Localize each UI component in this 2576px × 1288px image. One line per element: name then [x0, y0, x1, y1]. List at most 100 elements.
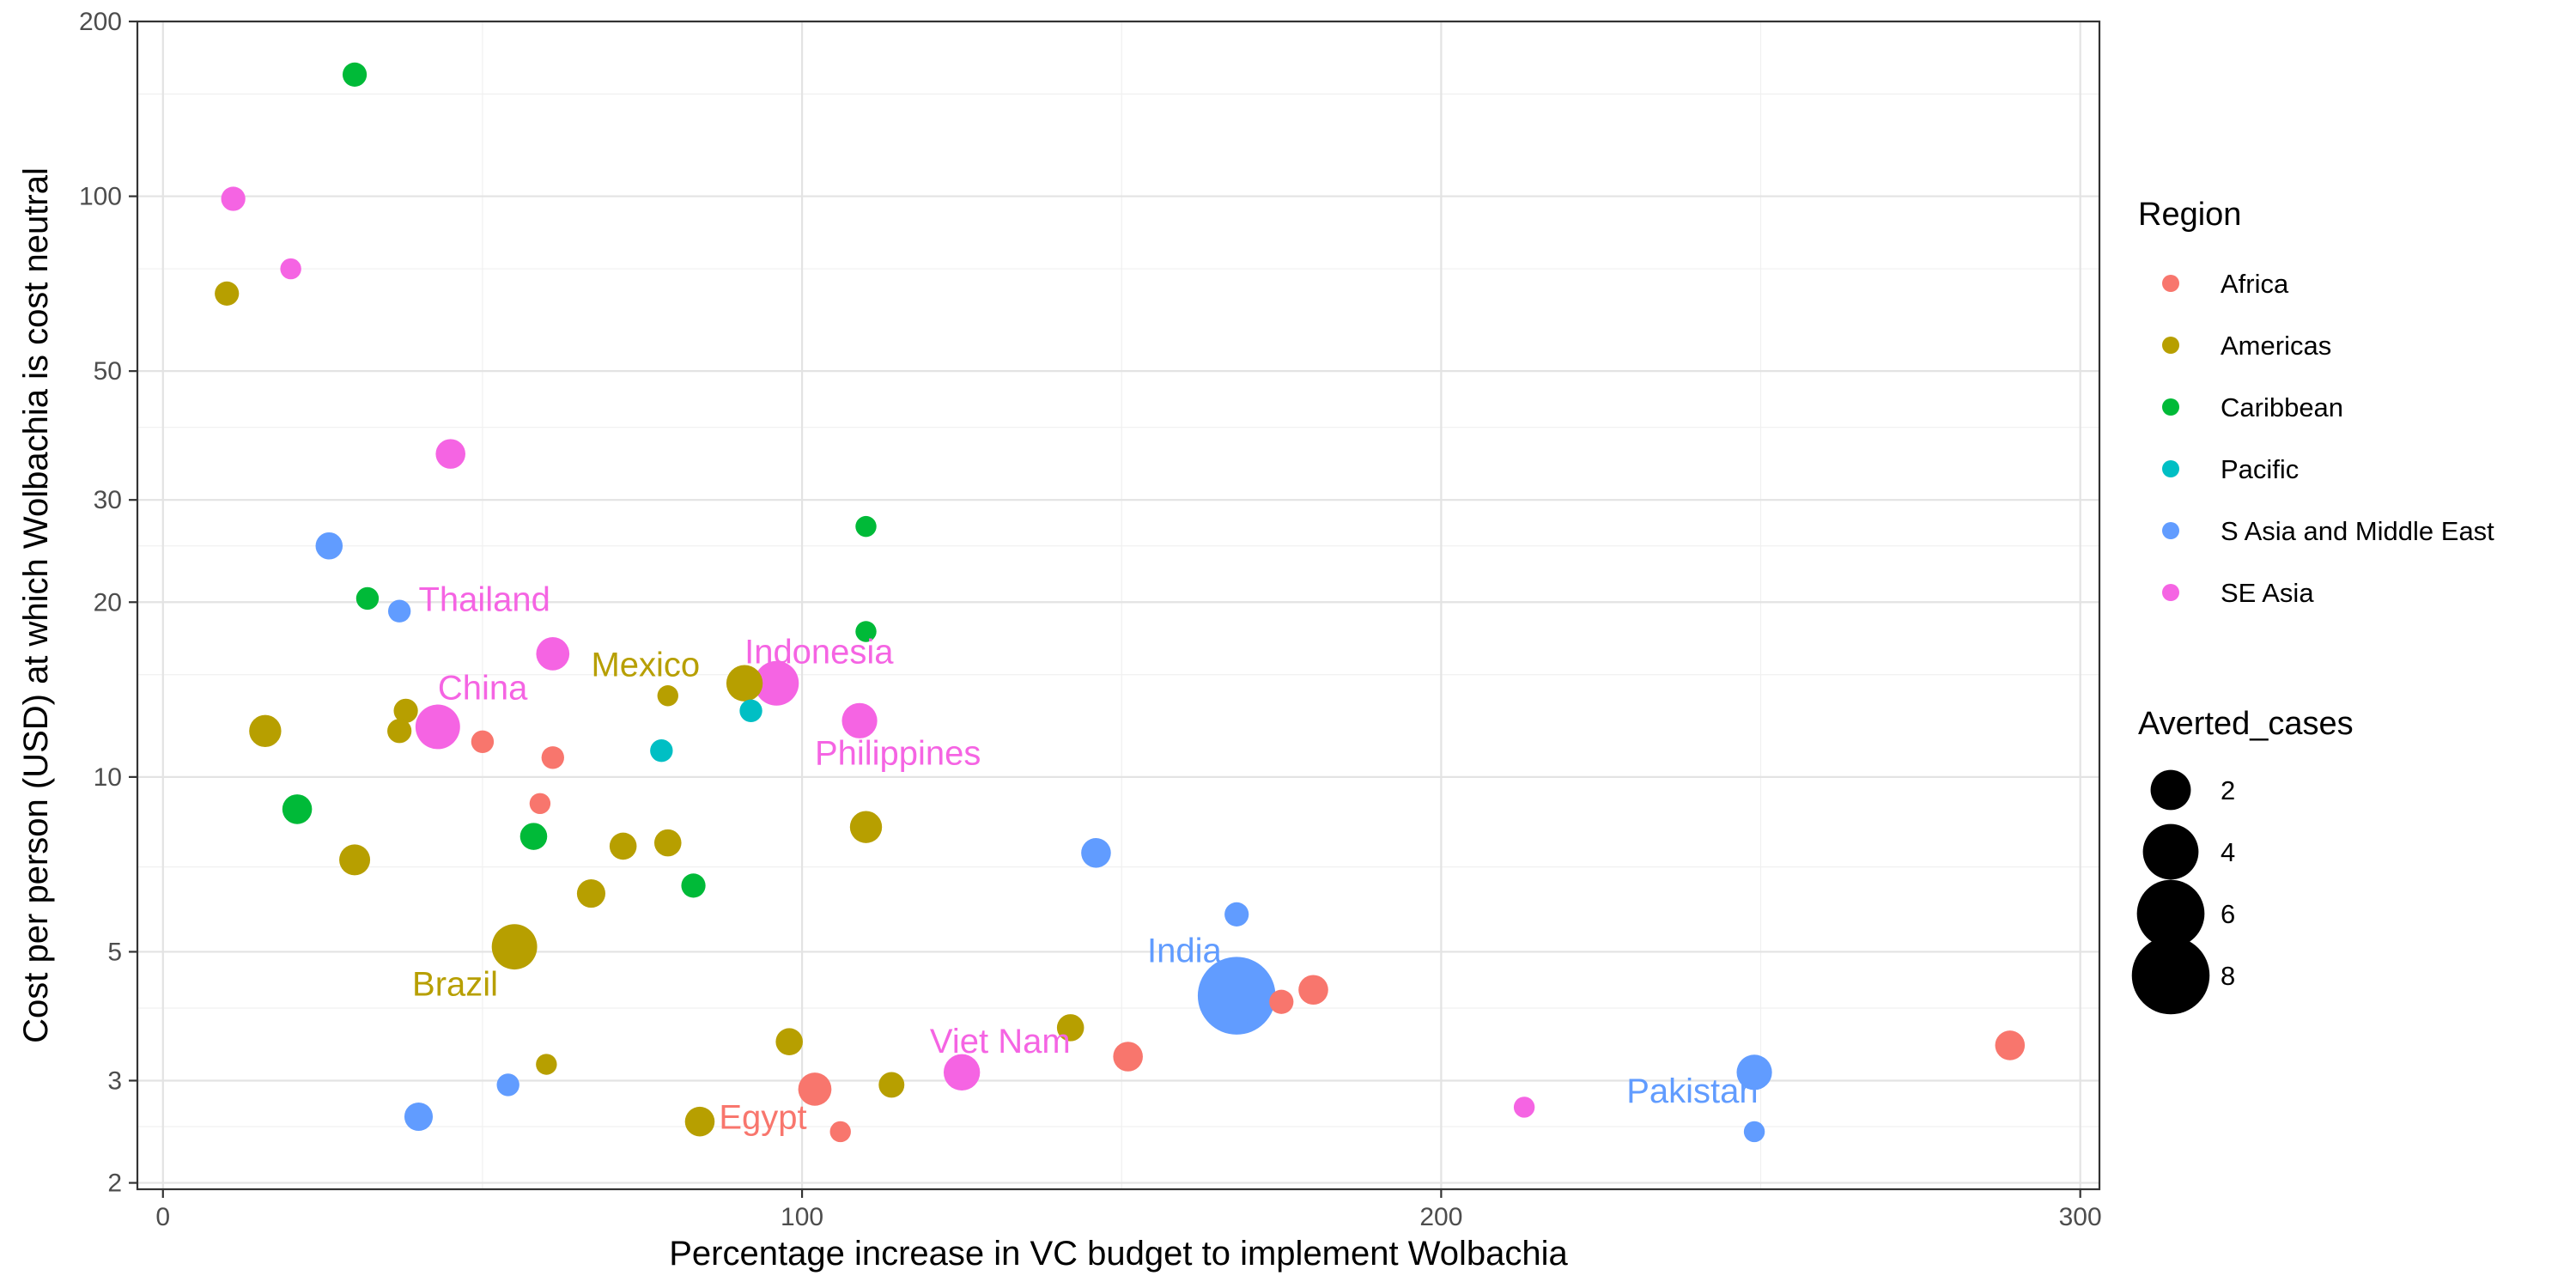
y-tick-label: 10	[94, 763, 122, 792]
data-point	[355, 586, 380, 611]
country-label: Thailand	[418, 581, 550, 619]
data-point	[684, 1106, 715, 1137]
data-point	[393, 698, 418, 723]
data-point	[536, 637, 570, 671]
data-point	[387, 719, 412, 744]
legend-size-key	[2150, 769, 2191, 811]
legend-size-label: 8	[2221, 961, 2235, 991]
data-point	[798, 1072, 832, 1106]
legend-size-key	[2136, 879, 2205, 948]
x-tick-label: 100	[781, 1203, 823, 1231]
x-tick-label: 0	[155, 1203, 170, 1231]
country-label: India	[1147, 932, 1222, 969]
data-point	[726, 665, 763, 702]
legend: Region Averted_cases Africa Americas Carib…	[2131, 197, 2494, 1015]
axes: 0 100 200 300 2 3 5 10 20 30 50 100 200	[79, 8, 2102, 1231]
data-point	[1197, 957, 1276, 1035]
data-point	[1081, 838, 1111, 868]
data-point	[1056, 1014, 1084, 1042]
data-point	[339, 844, 371, 876]
country-label: Indonesia	[744, 633, 894, 671]
data-point	[943, 1054, 981, 1091]
data-point	[1225, 1010, 1248, 1032]
country-label: Brazil	[412, 966, 498, 1004]
data-point	[387, 599, 411, 623]
data-point	[754, 660, 799, 706]
x-tick-label: 200	[1419, 1203, 1462, 1231]
data-point	[519, 823, 548, 850]
y-axis-title: Cost per person (USD) at which Wolbachia…	[17, 167, 55, 1043]
data-point	[1113, 1042, 1143, 1072]
data-point	[609, 832, 637, 860]
data-point	[829, 1121, 851, 1143]
country-label: Viet Nam	[930, 1023, 1071, 1060]
legend-size-key	[2142, 823, 2199, 880]
x-axis-title: Percentage increase in VC budget to impl…	[669, 1235, 1568, 1273]
data-point	[1269, 989, 1294, 1014]
grid	[137, 20, 2099, 1189]
data-point	[1298, 975, 1328, 1005]
data-point	[1224, 902, 1249, 927]
legend-region-title: Region	[2138, 197, 2241, 233]
legend-key-s-asia-and-middle-east	[2162, 522, 2179, 539]
country-label: Mexico	[591, 647, 700, 684]
legend-label: Caribbean	[2221, 392, 2343, 422]
data-point	[1513, 1097, 1535, 1118]
legend-key-se-asia	[2162, 584, 2179, 601]
y-tick-label: 2	[107, 1170, 122, 1198]
data-point	[280, 258, 301, 280]
data-point	[739, 699, 762, 722]
legend-label: Americas	[2221, 331, 2331, 361]
data-point	[496, 1073, 519, 1097]
country-label: Egypt	[719, 1098, 806, 1136]
data-point	[653, 829, 682, 857]
y-tick-label: 3	[107, 1066, 122, 1095]
x-tick-label: 300	[2059, 1203, 2102, 1231]
data-point	[529, 793, 551, 815]
y-tick-label: 30	[94, 486, 122, 514]
data-point	[404, 1102, 434, 1132]
y-tick-label: 200	[79, 8, 122, 36]
data-point	[775, 1028, 803, 1055]
data-point	[541, 746, 564, 769]
data-point	[435, 439, 465, 469]
data-point	[491, 924, 538, 970]
country-label: Pakistan	[1626, 1072, 1758, 1110]
y-tick-label: 100	[79, 183, 122, 211]
legend-size-key	[2131, 936, 2210, 1015]
data-point	[650, 739, 673, 762]
legend-label: Africa	[2221, 269, 2289, 299]
legend-size-label: 4	[2221, 837, 2235, 867]
data-point	[849, 811, 883, 843]
data-point	[657, 685, 678, 707]
legend-size-title: Averted_cases	[2138, 706, 2354, 742]
data-point	[471, 730, 495, 754]
data-point	[855, 621, 877, 642]
data-point	[1995, 1030, 2026, 1060]
data-point	[282, 794, 313, 824]
data-point	[681, 873, 706, 898]
y-tick-label: 5	[107, 938, 122, 966]
data-points	[215, 62, 2026, 1143]
legend-key-pacific	[2162, 460, 2179, 477]
country-labels: Thailand China Mexico Indonesia Philippines B…	[412, 581, 1759, 1137]
y-tick-label: 50	[94, 357, 122, 386]
legend-label: S Asia and Middle East	[2221, 516, 2494, 546]
data-point	[878, 1072, 905, 1098]
data-point	[415, 704, 460, 750]
data-point	[221, 186, 246, 211]
data-point	[576, 879, 606, 908]
data-point	[215, 281, 240, 306]
country-label: China	[438, 670, 528, 708]
data-point	[342, 62, 368, 87]
legend-key-caribbean	[2162, 398, 2179, 416]
data-point	[1743, 1121, 1765, 1143]
legend-label: Pacific	[2221, 454, 2299, 484]
data-point	[855, 515, 877, 538]
plot-panel-border	[136, 20, 2101, 1191]
legend-size-label: 6	[2221, 899, 2235, 929]
data-point	[841, 702, 878, 738]
y-tick-label: 20	[94, 588, 122, 617]
legend-size-label: 2	[2221, 775, 2235, 805]
